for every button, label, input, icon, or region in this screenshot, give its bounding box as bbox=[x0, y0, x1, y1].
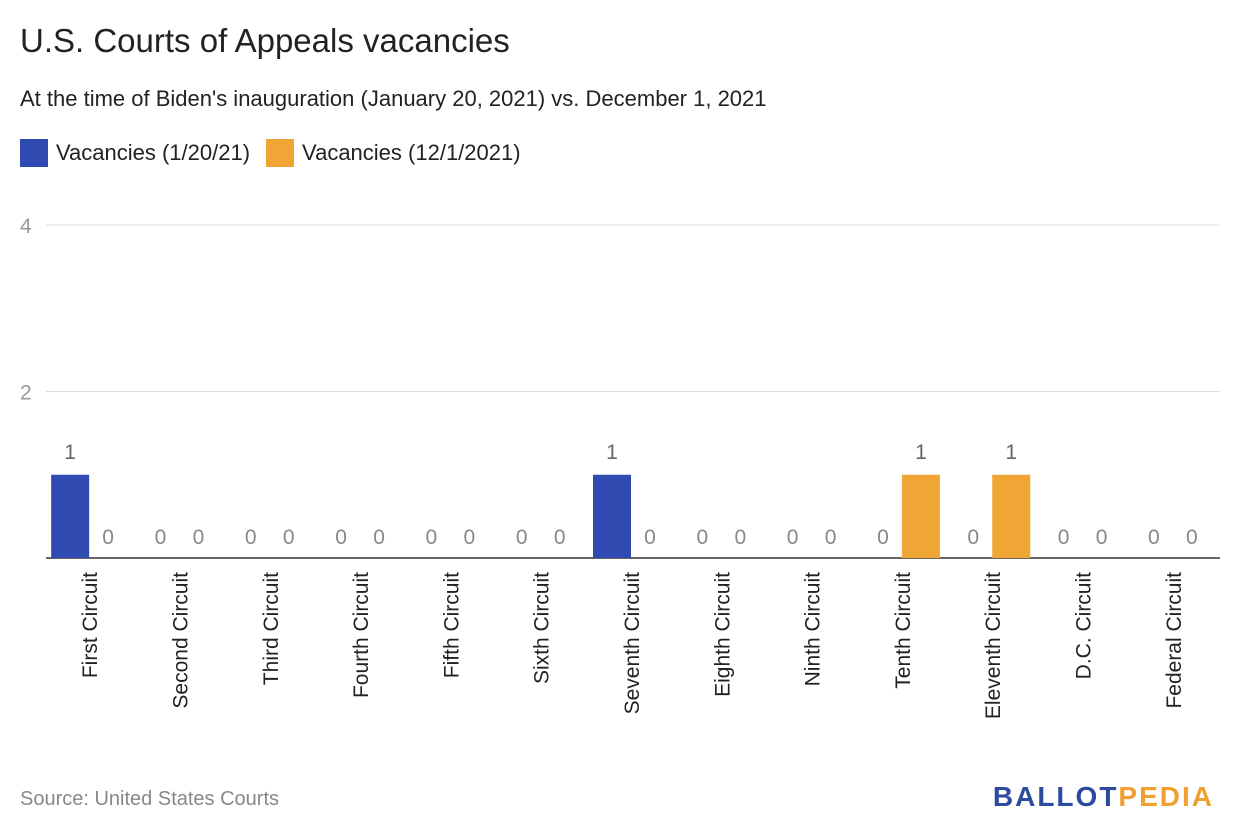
x-tick-label-7: Eighth Circuit bbox=[711, 572, 734, 697]
data-label-1-2: 0 bbox=[245, 526, 257, 549]
chart-title: U.S. Courts of Appeals vacancies bbox=[20, 22, 510, 59]
data-label-2-5: 0 bbox=[554, 526, 566, 549]
legend-item-series2: Vacancies (12/1/2021) bbox=[266, 139, 521, 167]
data-label-2-8: 0 bbox=[825, 526, 837, 549]
data-label-2-1: 0 bbox=[193, 526, 205, 549]
ballotpedia-logo: BALLOTPEDIA bbox=[992, 781, 1214, 812]
data-label-2-11: 0 bbox=[1096, 526, 1108, 549]
x-tick-label-12: Federal Circuit bbox=[1163, 572, 1186, 709]
data-label-1-11: 0 bbox=[1058, 526, 1070, 549]
legend-item-series1: Vacancies (1/20/21) bbox=[20, 139, 250, 167]
x-tick-label-10: Eleventh Circuit bbox=[982, 572, 1005, 719]
data-label-1-10: 0 bbox=[967, 526, 979, 549]
bar-1-0 bbox=[51, 474, 90, 558]
data-label-2-3: 0 bbox=[373, 526, 385, 549]
x-tick-label-11: D.C. Circuit bbox=[1073, 572, 1096, 680]
legend-label-series1: Vacancies (1/20/21) bbox=[56, 140, 251, 165]
data-label-2-12: 0 bbox=[1186, 526, 1198, 549]
data-label-1-7: 0 bbox=[696, 526, 708, 549]
x-tick-label-0: First Circuit bbox=[79, 572, 102, 678]
data-label-1-8: 0 bbox=[787, 526, 799, 549]
data-label-1-4: 0 bbox=[426, 526, 438, 549]
data-label-1-3: 0 bbox=[335, 526, 347, 549]
legend: Vacancies (1/20/21) Vacancies (12/1/2021… bbox=[20, 139, 537, 167]
data-label-1-5: 0 bbox=[516, 526, 528, 549]
legend-label-series2: Vacancies (12/1/2021) bbox=[302, 140, 521, 165]
x-tick-label-8: Ninth Circuit bbox=[802, 572, 825, 687]
data-label-2-0: 0 bbox=[102, 526, 114, 549]
data-label-1-0: 1 bbox=[64, 441, 76, 464]
bar-2-10 bbox=[992, 474, 1031, 558]
x-tick-label-4: Fifth Circuit bbox=[440, 572, 463, 678]
data-label-2-4: 0 bbox=[464, 526, 476, 549]
data-label-2-6: 0 bbox=[644, 526, 656, 549]
data-label-1-9: 0 bbox=[877, 526, 889, 549]
x-tick-label-6: Seventh Circuit bbox=[621, 572, 644, 715]
bar-1-6 bbox=[593, 474, 631, 558]
data-label-2-10: 1 bbox=[1005, 441, 1017, 464]
legend-swatch-series2 bbox=[266, 139, 295, 167]
data-label-1-1: 0 bbox=[155, 526, 167, 549]
x-tick-label-5: Sixth Circuit bbox=[531, 572, 554, 684]
source-note: Source: United States Courts bbox=[20, 788, 280, 810]
y-tick-label-4: 4 bbox=[20, 215, 32, 238]
x-tick-label-9: Tenth Circuit bbox=[892, 572, 915, 689]
data-label-2-7: 0 bbox=[734, 526, 746, 549]
y-tick-label-2: 2 bbox=[20, 382, 32, 405]
x-tick-label-3: Fourth Circuit bbox=[350, 572, 373, 698]
legend-swatch-series1 bbox=[20, 139, 48, 167]
x-tick-label-1: Second Circuit bbox=[169, 572, 192, 709]
data-label-1-12: 0 bbox=[1148, 526, 1160, 549]
x-tick-label-2: Third Circuit bbox=[260, 572, 283, 685]
chart-subtitle: At the time of Biden's inauguration (Jan… bbox=[20, 86, 767, 111]
data-label-2-9: 1 bbox=[915, 441, 927, 464]
data-label-2-2: 0 bbox=[283, 526, 295, 549]
bar-2-9 bbox=[901, 474, 940, 558]
data-label-1-6: 1 bbox=[606, 441, 618, 464]
